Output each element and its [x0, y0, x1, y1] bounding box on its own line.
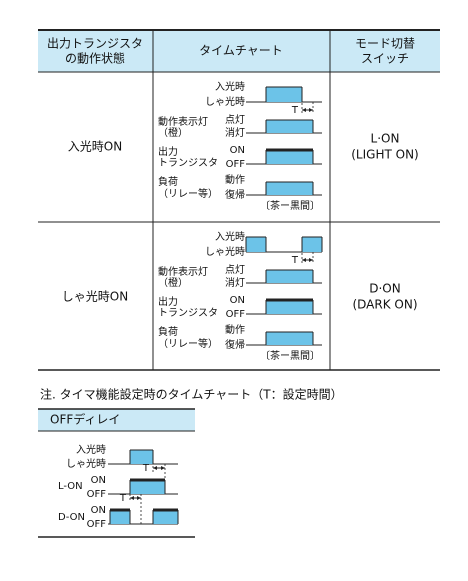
label: しゃ光時 [66, 457, 106, 470]
label: ON [230, 295, 245, 306]
label: 復帰 [225, 188, 245, 201]
label: （リレー等） [158, 187, 218, 200]
wave-pulse [266, 332, 313, 345]
label: （リレー等） [158, 337, 218, 350]
wave-pulse [246, 237, 266, 252]
wave-pulse [110, 510, 130, 524]
label: 出力 [158, 295, 178, 308]
label: 入光時 [215, 80, 245, 93]
label: 復帰 [225, 338, 245, 351]
label: OFF [87, 519, 107, 530]
wave-pulse [266, 150, 313, 164]
label: 動作 [225, 323, 245, 336]
arrow-head [302, 258, 313, 262]
label: 負荷 [158, 326, 178, 338]
label: しゃ光時 [205, 95, 245, 108]
arrow-head [153, 466, 165, 470]
wave-pulse [302, 237, 322, 252]
label: 動作表示灯 [158, 265, 208, 278]
header-text: 出力トランジスタ [47, 37, 143, 51]
arrow-head [302, 108, 313, 112]
label: 動作表示灯 [158, 115, 208, 128]
header-bg [38, 30, 440, 72]
label: OFF [226, 309, 246, 320]
delay-title-bg [38, 409, 195, 431]
label: 点灯 [225, 264, 245, 276]
label: 入光時 [215, 230, 245, 243]
label: 入光時 [76, 443, 106, 456]
label: 〔茶ー黒間〕 [260, 199, 320, 212]
label: D-ON [58, 512, 85, 523]
mode: D·ON [369, 282, 400, 296]
label: ON [230, 145, 245, 156]
wave-pulse [266, 300, 313, 314]
header-text: スイッチ [361, 52, 409, 66]
header-text: タイムチャート [199, 44, 283, 58]
label: 消灯 [225, 126, 245, 139]
t-label: T [119, 493, 127, 504]
label: OFF [87, 489, 107, 500]
mode: (DARK ON) [352, 298, 417, 312]
arrow-head [130, 496, 141, 500]
table-grid [38, 29, 440, 538]
wave-pulse [266, 270, 313, 283]
wave-pulse [130, 480, 165, 494]
t-label: T [291, 255, 299, 266]
label: 出力 [158, 145, 178, 158]
wave-pulse [266, 87, 302, 102]
wave-pulse [153, 510, 178, 524]
label: 負荷 [158, 176, 178, 188]
label: OFF [226, 159, 246, 170]
header-text: モード切替 [355, 37, 415, 51]
wave-pulse [130, 450, 153, 464]
note: 注. タイマ機能設定時のタイムチャート（T：設定時間） [40, 387, 343, 402]
state: しゃ光時ON [62, 290, 128, 304]
label: 消灯 [225, 276, 245, 289]
label: ON [91, 505, 106, 516]
mode: L·ON [371, 132, 400, 146]
label: L-ON [58, 481, 83, 492]
label: 動作 [225, 173, 245, 186]
wave-pulse [266, 120, 313, 133]
label: （橙） [158, 276, 188, 289]
label: トランジスタ [158, 307, 218, 319]
label: 〔茶ー黒間〕 [260, 349, 320, 362]
mode: (LIGHT ON) [351, 148, 418, 162]
delay-title: OFFディレイ [50, 412, 120, 427]
label: 点灯 [225, 114, 245, 126]
t-label: T [142, 463, 150, 474]
label: （橙） [158, 126, 188, 139]
label: トランジスタ [158, 157, 218, 169]
label: しゃ光時 [205, 245, 245, 258]
t-label: T [291, 105, 299, 116]
header-text: の動作状態 [65, 51, 125, 66]
state: 入光時ON [68, 140, 122, 154]
wave-pulse [266, 182, 313, 195]
label: ON [91, 475, 106, 486]
